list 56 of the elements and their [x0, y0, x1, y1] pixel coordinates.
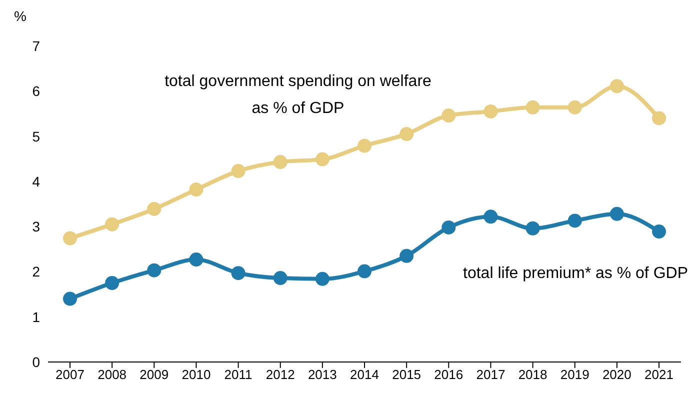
x-tick-label: 2017 — [476, 367, 506, 382]
x-tick-label: 2007 — [56, 367, 84, 382]
point — [105, 217, 120, 232]
x-tick-label: 2013 — [308, 367, 337, 382]
point — [610, 206, 624, 221]
y-axis-title: % — [14, 8, 26, 24]
point — [147, 202, 162, 216]
point — [63, 231, 77, 246]
y-tick-label: 2 — [32, 264, 40, 280]
point — [526, 221, 540, 236]
x-tick-label: 2018 — [518, 367, 548, 382]
y-tick-label: 5 — [32, 128, 40, 144]
x-tick-label: 2011 — [224, 367, 252, 382]
x-tick-label: 2015 — [392, 367, 422, 382]
point — [231, 266, 246, 280]
point — [147, 263, 162, 278]
x-tick-label: 2016 — [434, 367, 464, 382]
point — [568, 214, 582, 228]
x-tick-label: 2010 — [182, 367, 211, 382]
x-tick-label: 2019 — [560, 367, 590, 382]
point — [189, 182, 204, 197]
point — [400, 248, 414, 263]
point — [315, 272, 330, 286]
y-tick-label: 3 — [32, 218, 40, 235]
point — [442, 220, 456, 234]
x-tick-label: 2008 — [98, 367, 127, 382]
x-tick-label: 2020 — [602, 367, 632, 382]
point — [273, 155, 288, 170]
point — [189, 252, 204, 267]
x-tick-label: 2012 — [266, 367, 295, 382]
y-tick-label: 4 — [32, 173, 40, 190]
y-tick-label: 6 — [32, 83, 40, 100]
x-tick-label: 2014 — [350, 367, 379, 382]
point — [63, 292, 77, 306]
text: total life premium* as % of GDP — [463, 264, 688, 284]
point — [652, 111, 666, 126]
y-tick-label: 1 — [32, 308, 40, 325]
point — [358, 264, 372, 278]
point — [484, 210, 498, 224]
point — [358, 138, 372, 153]
point — [610, 79, 624, 94]
point — [273, 271, 288, 286]
series-label: total government spending on welfare as % of GDP — [164, 72, 432, 119]
y-tick-label: 0 — [32, 354, 40, 370]
point — [315, 152, 330, 166]
x-tick-label: 2009 — [140, 367, 169, 382]
point — [526, 100, 540, 114]
x-tick-label: 2021 — [644, 367, 674, 382]
point — [231, 164, 246, 178]
point — [652, 224, 666, 239]
point — [442, 108, 456, 123]
point — [400, 127, 414, 142]
y-tick-label: 7 — [32, 38, 40, 54]
point — [484, 104, 498, 118]
point — [105, 276, 120, 290]
point — [568, 100, 582, 114]
